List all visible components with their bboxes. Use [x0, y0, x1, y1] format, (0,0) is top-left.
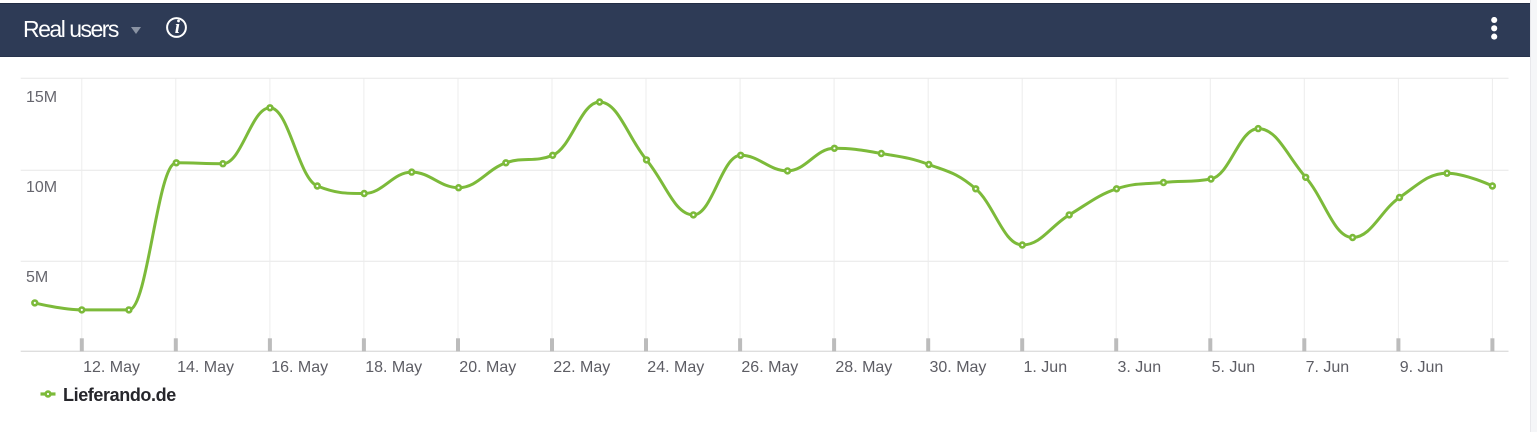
svg-text:i: i [174, 17, 180, 38]
